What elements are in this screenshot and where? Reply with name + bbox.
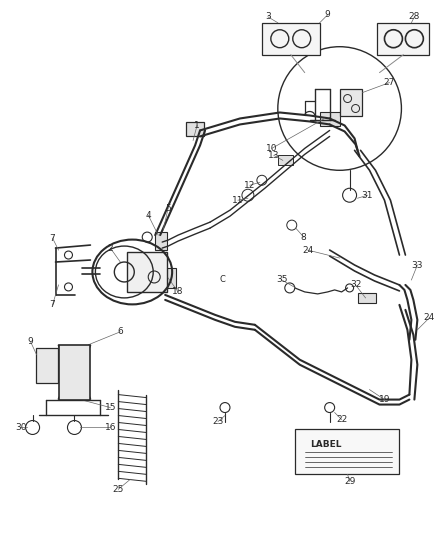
Bar	[277, 155, 292, 165]
Text: 15: 15	[104, 403, 116, 412]
Text: 6: 6	[117, 327, 123, 336]
Text: 18: 18	[172, 287, 184, 296]
Text: 25: 25	[113, 485, 124, 494]
Text: 12: 12	[244, 181, 255, 190]
Text: 2: 2	[107, 244, 113, 253]
Text: 24: 24	[423, 313, 434, 322]
Bar	[261, 23, 319, 55]
Bar	[339, 88, 361, 117]
Bar	[294, 430, 399, 474]
Bar	[319, 112, 339, 126]
Bar	[155, 232, 167, 250]
Bar	[357, 293, 374, 303]
Text: 7: 7	[49, 233, 55, 243]
Text: 16: 16	[104, 423, 116, 432]
Text: 32: 32	[349, 280, 360, 289]
Text: 22: 22	[335, 415, 346, 424]
Text: 33: 33	[411, 261, 422, 270]
Text: 24: 24	[301, 246, 313, 255]
Text: LABEL: LABEL	[309, 440, 340, 449]
Bar	[186, 123, 204, 136]
Text: 19: 19	[378, 395, 389, 404]
Text: 8: 8	[300, 232, 306, 241]
Text: 3: 3	[265, 12, 270, 21]
Text: 13: 13	[268, 151, 279, 160]
Text: 9: 9	[324, 10, 330, 19]
Text: C: C	[219, 276, 224, 285]
Bar	[127, 252, 167, 292]
Text: 10: 10	[265, 144, 277, 153]
Bar	[35, 348, 57, 383]
Text: 31: 31	[361, 191, 372, 200]
Text: 7: 7	[49, 301, 55, 309]
Text: 27: 27	[383, 78, 394, 87]
Text: 23: 23	[212, 417, 223, 426]
Text: 30: 30	[15, 423, 26, 432]
Text: 1: 1	[194, 121, 199, 130]
Text: 11: 11	[232, 196, 243, 205]
Text: 29: 29	[343, 477, 354, 486]
Bar	[377, 23, 428, 55]
Bar	[162, 268, 176, 288]
Bar	[58, 345, 90, 400]
Text: 28: 28	[408, 12, 419, 21]
Text: 35: 35	[276, 276, 287, 285]
Text: 4: 4	[145, 211, 151, 220]
Text: 9: 9	[28, 337, 33, 346]
Text: 5: 5	[165, 204, 171, 213]
